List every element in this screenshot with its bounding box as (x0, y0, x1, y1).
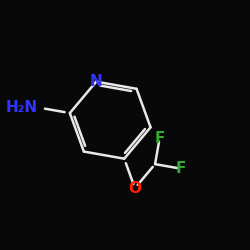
Text: F: F (176, 161, 186, 176)
Text: O: O (128, 181, 141, 196)
Text: F: F (154, 130, 165, 146)
Text: N: N (90, 74, 102, 89)
Text: H₂N: H₂N (6, 100, 38, 115)
